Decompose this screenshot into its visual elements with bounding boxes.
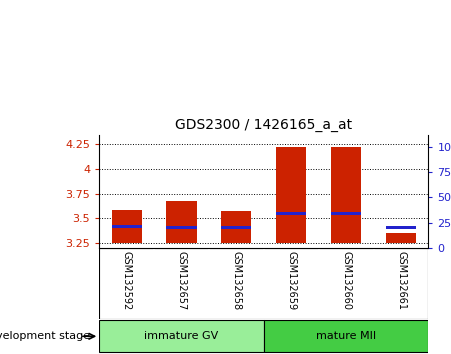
Text: GSM132661: GSM132661	[396, 251, 406, 310]
Bar	[166, 200, 197, 243]
Bar	[111, 225, 142, 228]
Text: mature MII: mature MII	[316, 331, 376, 341]
Bar	[166, 225, 197, 229]
Bar	[221, 211, 252, 243]
Text: GSM132592: GSM132592	[122, 251, 132, 310]
Text: GSM132659: GSM132659	[286, 251, 296, 310]
Bar	[386, 225, 416, 229]
Bar	[111, 210, 142, 243]
Title: GDS2300 / 1426165_a_at: GDS2300 / 1426165_a_at	[175, 118, 352, 132]
FancyBboxPatch shape	[264, 320, 428, 352]
Bar	[221, 225, 252, 229]
Text: immature GV: immature GV	[144, 331, 219, 341]
Text: GSM132660: GSM132660	[341, 251, 351, 310]
Bar	[276, 212, 306, 215]
FancyBboxPatch shape	[99, 320, 264, 352]
Bar	[331, 212, 361, 215]
Bar	[331, 147, 361, 243]
Bar	[386, 233, 416, 243]
Text: GSM132658: GSM132658	[231, 251, 241, 310]
Text: GSM132657: GSM132657	[176, 251, 187, 310]
Bar	[276, 147, 306, 243]
Text: development stage: development stage	[0, 331, 90, 341]
